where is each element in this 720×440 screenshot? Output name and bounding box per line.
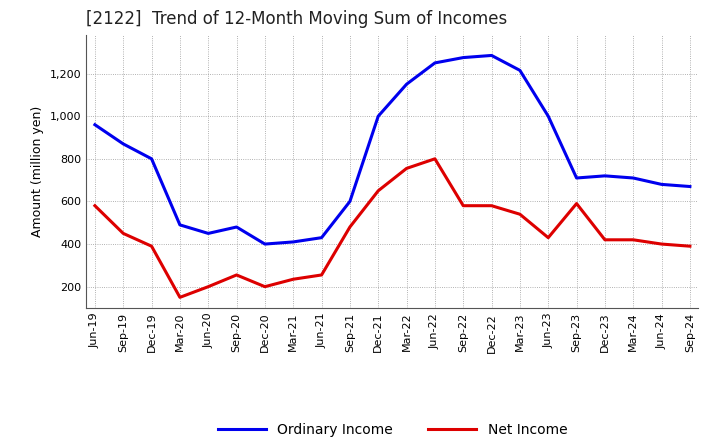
Ordinary Income xyxy=(374,114,382,119)
Line: Net Income: Net Income xyxy=(95,159,690,297)
Net Income xyxy=(572,201,581,206)
Net Income xyxy=(487,203,496,208)
Ordinary Income xyxy=(318,235,326,240)
Y-axis label: Amount (million yen): Amount (million yen) xyxy=(32,106,45,237)
Net Income xyxy=(402,166,411,171)
Net Income xyxy=(657,242,666,247)
Ordinary Income xyxy=(402,81,411,87)
Net Income xyxy=(516,212,524,217)
Ordinary Income xyxy=(204,231,212,236)
Net Income xyxy=(431,156,439,161)
Net Income xyxy=(261,284,269,290)
Legend: Ordinary Income, Net Income: Ordinary Income, Net Income xyxy=(212,418,572,440)
Text: [2122]  Trend of 12-Month Moving Sum of Incomes: [2122] Trend of 12-Month Moving Sum of I… xyxy=(86,10,508,28)
Line: Ordinary Income: Ordinary Income xyxy=(95,55,690,244)
Net Income xyxy=(459,203,467,208)
Ordinary Income xyxy=(572,176,581,181)
Ordinary Income xyxy=(685,184,694,189)
Net Income xyxy=(544,235,552,240)
Net Income xyxy=(685,244,694,249)
Ordinary Income xyxy=(176,222,184,227)
Ordinary Income xyxy=(91,122,99,127)
Net Income xyxy=(346,224,354,230)
Ordinary Income xyxy=(657,182,666,187)
Net Income xyxy=(289,277,297,282)
Ordinary Income xyxy=(516,68,524,73)
Ordinary Income xyxy=(233,224,241,230)
Ordinary Income xyxy=(346,199,354,204)
Net Income xyxy=(600,237,609,242)
Net Income xyxy=(318,272,326,278)
Ordinary Income xyxy=(600,173,609,179)
Ordinary Income xyxy=(544,114,552,119)
Ordinary Income xyxy=(261,242,269,247)
Ordinary Income xyxy=(289,239,297,245)
Ordinary Income xyxy=(487,53,496,58)
Net Income xyxy=(91,203,99,208)
Net Income xyxy=(119,231,127,236)
Ordinary Income xyxy=(629,176,637,181)
Net Income xyxy=(148,244,156,249)
Net Income xyxy=(204,284,212,290)
Ordinary Income xyxy=(459,55,467,60)
Net Income xyxy=(629,237,637,242)
Net Income xyxy=(233,272,241,278)
Ordinary Income xyxy=(148,156,156,161)
Ordinary Income xyxy=(431,60,439,66)
Net Income xyxy=(176,295,184,300)
Ordinary Income xyxy=(119,141,127,147)
Net Income xyxy=(374,188,382,194)
